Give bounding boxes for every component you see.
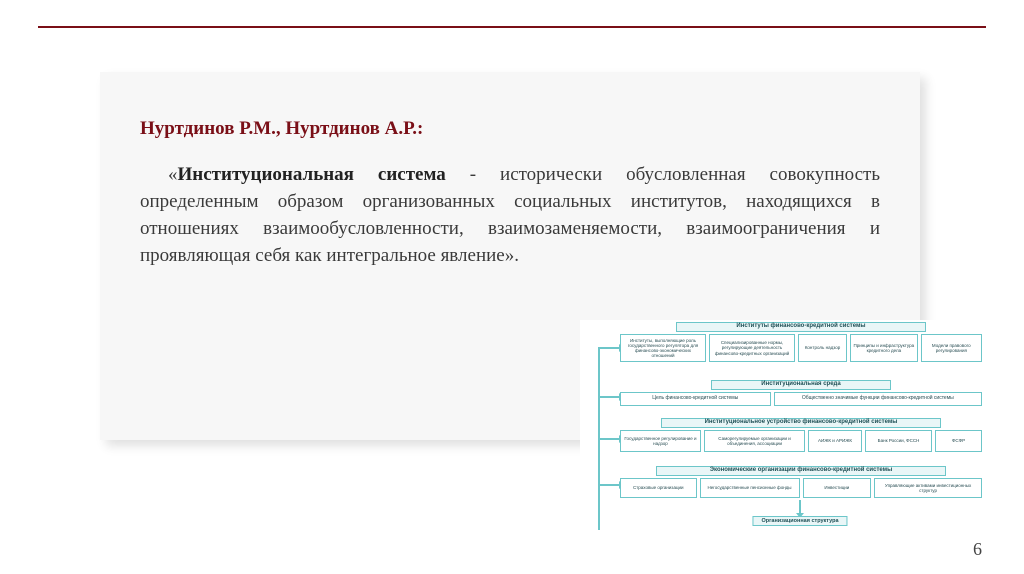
s2-box-1: Общественно значимые функции финансово-к…	[774, 392, 982, 406]
section2-title: Институциональная среда	[711, 380, 891, 390]
top-rule	[38, 26, 986, 28]
s4-box-1: Негосударственные пенсионные фонды	[700, 478, 800, 498]
s1-box-2: Контроль надзор	[798, 334, 847, 362]
branch-2	[598, 396, 620, 398]
s3-box-1: Саморегулируемые организации и объединен…	[704, 430, 805, 452]
branch-1	[598, 347, 620, 349]
s3-box-3: Банк России, ФССН	[865, 430, 932, 452]
s2-box-0: Цель финансово-кредитной системы	[620, 392, 771, 406]
open-quote: «	[168, 164, 178, 185]
s1-box-1: Специализированные нормы, регулирующие д…	[709, 334, 795, 362]
section4-title: Экономические организации финансово-кред…	[656, 466, 946, 476]
page-number: 6	[973, 539, 982, 560]
s1-box-4: Модели правового регулирования	[921, 334, 982, 362]
s3-box-4: ФСФР	[935, 430, 982, 452]
s3-box-0: Государственное регулирование и надзор	[620, 430, 701, 452]
s4-box-2: Инвестиции	[803, 478, 872, 498]
s4-box-0: Страховые организации	[620, 478, 697, 498]
s1-box-0: Институты, выполняющие роль государствен…	[620, 334, 706, 362]
section1-title: Институты финансово-кредитной системы	[676, 322, 926, 332]
section3-title: Институциональное устройство финансово-к…	[661, 418, 941, 428]
s3-box-2: АИЖК и АРИЖК	[808, 430, 862, 452]
final-box: Организационная структура	[752, 516, 847, 526]
s4-box-3: Управляющие активами инвестиционных стру…	[874, 478, 982, 498]
branch-4	[598, 484, 620, 486]
institutional-diagram: Институты финансово-кредитной системы Ин…	[580, 320, 988, 538]
definition-paragraph: «Институциональная система - исторически…	[140, 162, 880, 270]
definition-term: Институциональная система	[178, 164, 446, 185]
s1-box-3: Принципы и инфраструктура кредитного дел…	[850, 334, 918, 362]
branch-3	[598, 438, 620, 440]
down-arrow	[799, 500, 801, 514]
authors-heading: Нуртдинов Р.М., Нуртдинов А.Р.:	[140, 118, 880, 140]
